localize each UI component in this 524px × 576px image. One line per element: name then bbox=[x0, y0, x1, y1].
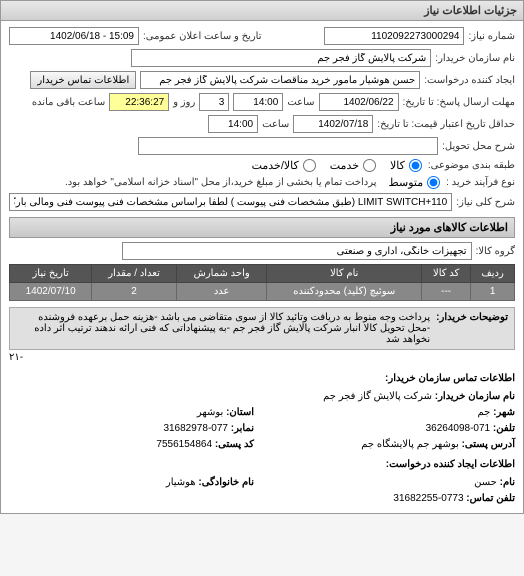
radio-service[interactable]: خدمت bbox=[330, 159, 378, 172]
goods-group-input[interactable] bbox=[122, 242, 472, 260]
table-cell: 1 bbox=[471, 283, 515, 301]
contact-phone-value: 0773-31682255 bbox=[393, 493, 463, 504]
province-value: بوشهر bbox=[197, 407, 223, 418]
buy-type-label: نوع فرآیند خرید : bbox=[446, 177, 515, 188]
table-cell: 2 bbox=[92, 283, 177, 301]
public-datetime-label: تاریخ و ساعت اعلان عمومی: bbox=[143, 31, 262, 42]
goods-table: ردیفکد کالانام کالاواحد شمارشتعداد / مقد… bbox=[9, 264, 515, 301]
family-value: هوشیار bbox=[166, 477, 196, 488]
request-no-label: شماره نیاز: bbox=[468, 31, 515, 42]
table-cell: عدد bbox=[176, 283, 267, 301]
radio-goods-label: کالا bbox=[390, 159, 405, 172]
table-row: 1---سوئیچ (کلید) محدودکنندهعدد21402/07/1… bbox=[10, 283, 515, 301]
time-label-1: ساعت bbox=[287, 97, 314, 108]
need-desc-input[interactable] bbox=[138, 137, 438, 155]
notes-label: توضیحات خریدار: bbox=[436, 312, 508, 345]
table-cell: سوئیچ (کلید) محدودکننده bbox=[267, 283, 422, 301]
requester-label: ایجاد کننده درخواست: bbox=[424, 75, 515, 86]
table-header: کد کالا bbox=[422, 265, 471, 283]
name-label: نام: bbox=[500, 477, 515, 488]
content: شماره نیاز: تاریخ و ساعت اعلان عمومی: نا… bbox=[1, 21, 523, 513]
phone-value: 071-36264098 bbox=[426, 423, 491, 434]
request-no-input[interactable] bbox=[324, 27, 464, 45]
radio-goods[interactable]: کالا bbox=[390, 159, 424, 172]
table-cell: 1402/07/10 bbox=[10, 283, 92, 301]
contact-phone-label: تلفن تماس: bbox=[466, 493, 515, 504]
fax-label: نمابر: bbox=[231, 423, 254, 434]
delivery-time-input[interactable] bbox=[208, 115, 258, 133]
postal-value: 7556154864 bbox=[156, 439, 212, 450]
deadline-time-input[interactable] bbox=[233, 93, 283, 111]
goods-group-label: گروه کالا: bbox=[476, 246, 515, 257]
table-header: نام کالا bbox=[267, 265, 422, 283]
tender-type-label: طبقه بندی موضوعی: bbox=[428, 160, 515, 171]
goods-section-header: اطلاعات کالاهای مورد نیاز bbox=[9, 217, 515, 238]
time-remaining-input[interactable] bbox=[109, 93, 169, 111]
radio-buy-low[interactable]: متوسط bbox=[389, 176, 443, 189]
req-creator-header: اطلاعات ایجاد کننده درخواست: bbox=[9, 457, 515, 473]
dash-text: -۲۱ bbox=[9, 352, 515, 363]
table-header: ردیف bbox=[471, 265, 515, 283]
buyer-name-input[interactable] bbox=[131, 49, 431, 67]
general-desc-label: شرح کلی نیاز: bbox=[456, 197, 515, 208]
city-label: شهر: bbox=[493, 407, 515, 418]
address-value: بوشهر جم پالایشگاه جم bbox=[361, 439, 459, 450]
public-datetime-input[interactable] bbox=[9, 27, 139, 45]
tender-type-group: کالا خدمت کالا/خدمت bbox=[252, 159, 424, 172]
family-label: نام خانوادگی: bbox=[198, 477, 254, 488]
contact-header: اطلاعات تماس سازمان خریدار: bbox=[9, 371, 515, 387]
need-desc-label: شرح محل تحویل: bbox=[442, 141, 515, 152]
table-cell: --- bbox=[422, 283, 471, 301]
city-value: جم bbox=[478, 407, 491, 418]
table-header: واحد شمارش bbox=[176, 265, 267, 283]
window: جزئیات اطلاعات نیاز شماره نیاز: تاریخ و … bbox=[0, 0, 524, 514]
phone-label: تلفن: bbox=[493, 423, 515, 434]
days-remaining-input[interactable] bbox=[199, 93, 229, 111]
requester-input[interactable] bbox=[140, 71, 420, 89]
province-label: استان: bbox=[226, 407, 254, 418]
days-remaining-label: روز و bbox=[173, 97, 195, 108]
radio-goods-service-label: کالا/خدمت bbox=[252, 159, 299, 172]
radio-goods-service[interactable]: کالا/خدمت bbox=[252, 159, 318, 172]
time-remaining-label: ساعت باقی مانده bbox=[32, 97, 105, 108]
address-label: آدرس پستی: bbox=[462, 439, 515, 450]
buyer-contact-button[interactable]: اطلاعات تماس خریدار bbox=[30, 71, 136, 89]
radio-buy-low-label: متوسط bbox=[389, 176, 424, 189]
delivery-label: حداقل تاریخ اعتبار قیمت: تا تاریخ: bbox=[377, 119, 515, 130]
time-label-2: ساعت bbox=[262, 119, 289, 130]
org-label: نام سازمان خریدار: bbox=[435, 391, 515, 402]
postal-label: کد پستی: bbox=[215, 439, 254, 450]
org-value: شرکت پالایش گاز فجر جم bbox=[323, 391, 432, 402]
buy-note: پرداخت تمام یا بخشی از مبلغ خرید،از محل … bbox=[65, 177, 377, 188]
titlebar: جزئیات اطلاعات نیاز bbox=[1, 1, 523, 21]
buyer-name-label: نام سازمان خریدار: bbox=[435, 53, 515, 64]
deadline-date-input[interactable] bbox=[319, 93, 399, 111]
fax-value: 077-31682978 bbox=[163, 423, 228, 434]
general-desc-input[interactable] bbox=[9, 193, 452, 211]
delivery-date-input[interactable] bbox=[293, 115, 373, 133]
name-value: حسن bbox=[474, 477, 497, 488]
notes-text: پرداخت وجه منوط به دریافت وتائید کالا از… bbox=[16, 312, 430, 345]
notes-box: توضیحات خریدار: پرداخت وجه منوط به دریاف… bbox=[9, 307, 515, 350]
contact-section: اطلاعات تماس سازمان خریدار: نام سازمان خ… bbox=[9, 371, 515, 507]
table-header: تعداد / مقدار bbox=[92, 265, 177, 283]
table-header: تاریخ نیاز bbox=[10, 265, 92, 283]
radio-service-label: خدمت bbox=[330, 159, 359, 172]
deadline-label: مهلت ارسال پاسخ: تا تاریخ: bbox=[403, 97, 515, 108]
